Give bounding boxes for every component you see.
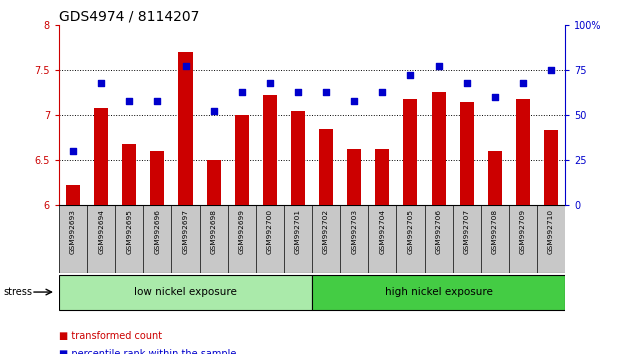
Point: [265, 80, 275, 85]
Bar: [150, 151, 165, 205]
Point: [378, 89, 388, 95]
Point: [124, 98, 134, 103]
Text: GSM992702: GSM992702: [323, 209, 329, 254]
Bar: [263, 95, 277, 205]
Text: low nickel exposure: low nickel exposure: [134, 287, 237, 297]
Text: high nickel exposure: high nickel exposure: [384, 287, 492, 297]
Text: GSM992706: GSM992706: [435, 209, 442, 254]
Point: [181, 63, 191, 69]
Bar: [375, 149, 389, 205]
Bar: [207, 160, 220, 205]
Text: ■ transformed count: ■ transformed count: [59, 331, 162, 341]
Point: [518, 80, 528, 85]
Bar: [122, 144, 137, 205]
Bar: [432, 92, 446, 205]
Bar: [66, 185, 80, 205]
Point: [68, 148, 78, 154]
Text: GSM992701: GSM992701: [295, 209, 301, 254]
Point: [237, 89, 247, 95]
Text: GSM992709: GSM992709: [520, 209, 526, 254]
Text: GSM992694: GSM992694: [98, 209, 104, 253]
Text: GSM992707: GSM992707: [464, 209, 469, 254]
Point: [96, 80, 106, 85]
Point: [406, 73, 415, 78]
Bar: [460, 102, 474, 205]
Point: [293, 89, 303, 95]
Point: [321, 89, 331, 95]
Text: GSM992697: GSM992697: [183, 209, 189, 254]
Text: GSM992710: GSM992710: [548, 209, 554, 254]
Bar: [319, 129, 333, 205]
Bar: [312, 275, 565, 309]
Bar: [347, 149, 361, 205]
Text: GDS4974 / 8114207: GDS4974 / 8114207: [59, 10, 199, 24]
Text: GSM992700: GSM992700: [267, 209, 273, 254]
Text: GSM992696: GSM992696: [155, 209, 160, 253]
Text: GSM992698: GSM992698: [211, 209, 217, 254]
Text: GSM992699: GSM992699: [238, 209, 245, 254]
Point: [462, 80, 472, 85]
Text: GSM992703: GSM992703: [351, 209, 357, 254]
Text: GSM992708: GSM992708: [492, 209, 498, 254]
Bar: [544, 130, 558, 205]
Point: [349, 98, 359, 103]
Bar: [94, 108, 108, 205]
Bar: [235, 115, 249, 205]
Point: [490, 94, 500, 100]
Bar: [178, 52, 193, 205]
Bar: [291, 110, 305, 205]
Text: GSM992704: GSM992704: [379, 209, 386, 254]
Text: GSM992695: GSM992695: [126, 209, 132, 253]
Bar: [404, 99, 417, 205]
Bar: [59, 275, 312, 309]
Text: stress: stress: [3, 287, 32, 297]
Point: [433, 63, 443, 69]
Point: [152, 98, 162, 103]
Text: GSM992693: GSM992693: [70, 209, 76, 253]
Text: GSM992705: GSM992705: [407, 209, 414, 254]
Bar: [516, 99, 530, 205]
Text: ■ percentile rank within the sample: ■ percentile rank within the sample: [59, 349, 237, 354]
Point: [546, 67, 556, 73]
Point: [209, 109, 219, 114]
Bar: [487, 151, 502, 205]
